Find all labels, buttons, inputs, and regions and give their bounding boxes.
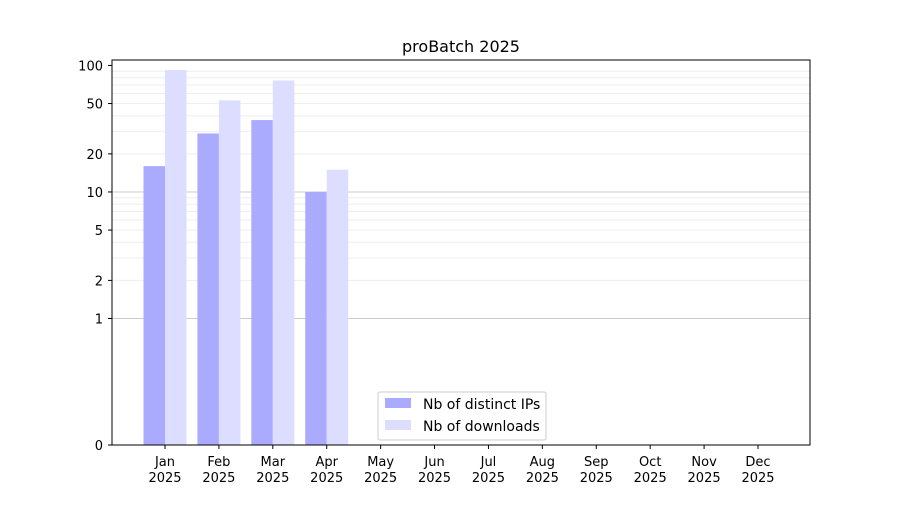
bar-downloads-jan xyxy=(165,70,187,445)
y-tick-label: 20 xyxy=(86,148,103,163)
x-tick-label-month: Nov xyxy=(691,455,717,470)
y-tick-label: 100 xyxy=(78,59,103,74)
x-tick-label-month: Mar xyxy=(261,455,286,470)
x-tick-label-year: 2025 xyxy=(580,471,613,486)
x-tick-label-year: 2025 xyxy=(634,471,667,486)
x-axis: Jan2025Feb2025Mar2025Apr2025May2025Jun20… xyxy=(148,445,775,486)
y-tick-label: 2 xyxy=(95,274,103,289)
x-tick-label-month: Jun xyxy=(423,455,444,470)
x-tick-label-month: Jul xyxy=(480,455,497,470)
x-tick-label-year: 2025 xyxy=(310,471,343,486)
x-tick-label-year: 2025 xyxy=(526,471,559,486)
y-tick-label: 10 xyxy=(86,186,103,201)
x-tick-label-year: 2025 xyxy=(148,471,181,486)
bar-ips-feb xyxy=(197,133,219,445)
bar-ips-apr xyxy=(305,191,327,445)
bar-downloads-mar xyxy=(272,80,295,445)
bar-ips-jan xyxy=(143,166,165,445)
x-tick-label-month: Sep xyxy=(584,455,609,470)
x-tick-label-month: Dec xyxy=(745,455,770,470)
y-tick-label: 50 xyxy=(86,98,103,113)
x-tick-label-month: Feb xyxy=(207,455,230,470)
x-tick-label-year: 2025 xyxy=(688,471,721,486)
bars xyxy=(143,70,349,446)
x-tick-label-month: Oct xyxy=(639,455,661,470)
x-tick-label-month: Apr xyxy=(315,455,338,470)
x-tick-label-month: May xyxy=(367,455,394,470)
x-tick-label-year: 2025 xyxy=(202,471,235,486)
y-tick-label: 1 xyxy=(95,312,103,327)
legend-swatch-ips xyxy=(385,398,411,408)
legend: Nb of distinct IPs Nb of downloads xyxy=(377,391,547,441)
y-tick-label: 5 xyxy=(95,224,103,239)
chart-title: proBatch 2025 xyxy=(402,37,520,56)
bar-downloads-feb xyxy=(218,100,241,445)
x-tick-label-year: 2025 xyxy=(364,471,397,486)
legend-box xyxy=(377,391,547,441)
x-tick-label-year: 2025 xyxy=(472,471,505,486)
y-tick-label: 0 xyxy=(95,439,103,454)
legend-label-ips: Nb of distinct IPs xyxy=(423,397,540,413)
x-tick-label-year: 2025 xyxy=(256,471,289,486)
x-tick-label-year: 2025 xyxy=(741,471,774,486)
legend-label-downloads: Nb of downloads xyxy=(423,419,540,435)
x-tick-label-month: Aug xyxy=(530,455,555,470)
x-tick-label-year: 2025 xyxy=(418,471,451,486)
y-axis: 0 1 2 5 10 20 50 100 xyxy=(78,59,112,454)
bar-downloads-apr xyxy=(326,169,349,445)
legend-swatch-downloads xyxy=(385,420,411,430)
plot-frame xyxy=(111,59,811,446)
bar-ips-mar xyxy=(251,120,273,446)
x-tick-label-month: Jan xyxy=(154,455,175,470)
